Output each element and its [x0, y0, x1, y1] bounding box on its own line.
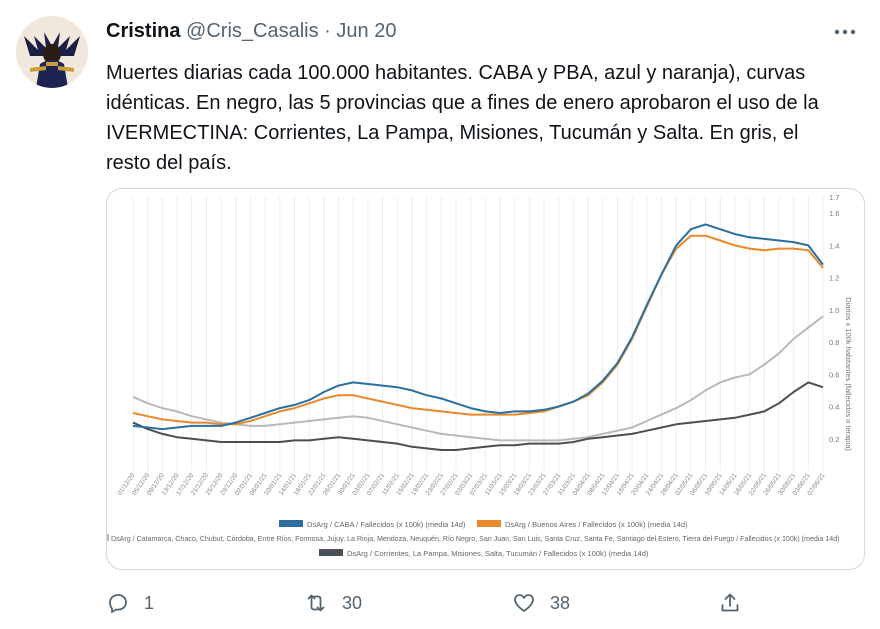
share-button[interactable] — [718, 588, 742, 618]
legend-label-ivermectina: DsArg / Corrientes, La Pampa, Misiones, … — [347, 549, 649, 558]
heart-icon — [514, 594, 534, 612]
y-tick-label: 1.7 — [829, 193, 839, 202]
chart-grid — [132, 197, 824, 471]
y-tick-label: 0.8 — [829, 338, 839, 347]
legend-label-resto: DsArg / Catamarca, Chaco, Chubut, Córdob… — [111, 535, 840, 543]
like-count: 38 — [550, 592, 571, 613]
y-tick-label: 0.2 — [829, 435, 839, 444]
share-icon — [721, 593, 739, 612]
legend-label-buenos-aires: DsArg / Buenos Aires / Fallecidos (x 100… — [505, 520, 688, 529]
author-handle[interactable]: @Cris_Casalis — [186, 20, 319, 42]
y-tick-labels: 0.2 0.4 0.6 0.8 1.0 1.2 1.4 1.6 1.7 — [829, 193, 839, 444]
y-tick-label: 0.6 — [829, 370, 839, 379]
series-line-0 — [132, 223, 824, 431]
legend-label-caba: DsArg / CABA / Fallecidos (x 100k) (medi… — [307, 520, 466, 529]
chart-lines — [132, 223, 824, 451]
author-name[interactable]: Cristina — [106, 20, 181, 42]
y-tick-label: 0.4 — [829, 403, 839, 412]
legend-swatch-resto — [107, 534, 109, 541]
more-icon[interactable] — [830, 22, 860, 42]
series-line-3 — [132, 381, 824, 451]
chart-legend: DsArg / CABA / Fallecidos (x 100k) (medi… — [107, 520, 840, 558]
tweet-actions: 1 30 38 — [106, 588, 756, 618]
retweet-count: 30 — [342, 592, 363, 613]
series-line-2 — [132, 315, 824, 442]
y-tick-label: 1.6 — [829, 209, 839, 218]
y-tick-label: 1.0 — [829, 306, 839, 315]
like-button[interactable]: 38 — [512, 588, 570, 618]
separator-dot: · — [324, 20, 331, 42]
y-tick-label: 1.4 — [829, 241, 839, 250]
tweet-media-chart[interactable]: 01/12/20 05/12/20 09/12/20 13/12/20 17/12/20… — [106, 188, 865, 570]
avatar[interactable] — [16, 16, 88, 88]
retweet-icon — [307, 594, 325, 612]
tweet-date[interactable]: Jun 20 — [336, 20, 397, 42]
tweet-text: Muertes diarias cada 100.000 habitantes.… — [106, 62, 819, 174]
x-tick-labels: 01/12/2005/12/2009/12/2013/12/2017/12/20… — [116, 472, 826, 497]
series-line-1 — [132, 234, 824, 426]
legend-swatch-caba — [279, 520, 303, 527]
y-axis-label: Diarios x 100k habitantes (fallecidos o … — [844, 297, 853, 451]
y-tick-label: 1.2 — [829, 274, 839, 283]
tweet-header: Cristina @Cris_Casalis · Jun 20 — [106, 20, 396, 43]
retweet-button[interactable]: 30 — [304, 588, 362, 618]
legend-swatch-ivermectina — [319, 549, 343, 556]
legend-swatch-buenos-aires — [477, 520, 501, 527]
reply-button[interactable]: 1 — [106, 588, 154, 618]
reply-icon — [109, 594, 127, 613]
reply-count: 1 — [144, 592, 155, 613]
